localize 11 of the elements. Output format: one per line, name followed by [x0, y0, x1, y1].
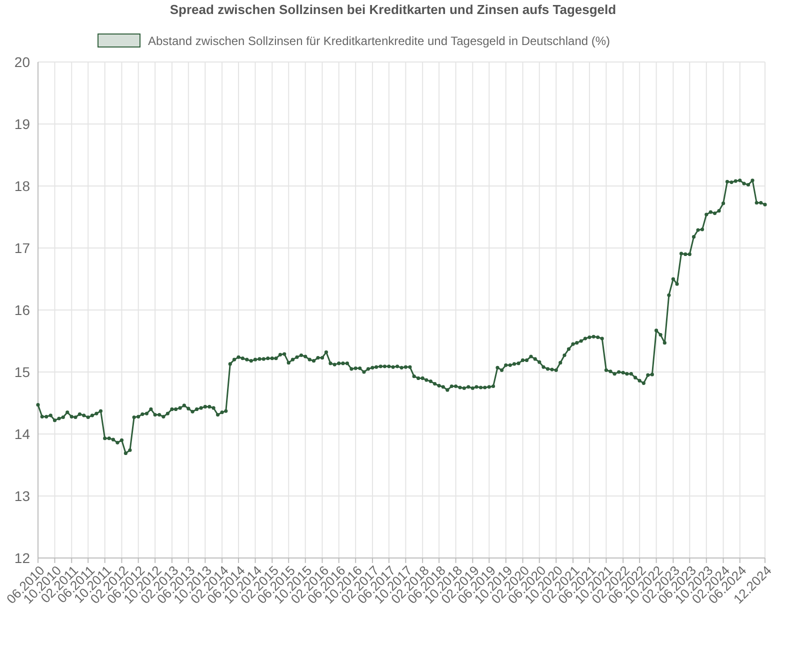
- y-tick-label: 16: [14, 302, 30, 318]
- y-tick-label: 14: [14, 426, 30, 442]
- chart-title: Spread zwischen Sollzinsen bei Kreditkarten und Zinsen aufs Tagesgeld: [170, 2, 616, 17]
- y-tick-label: 15: [14, 364, 30, 380]
- legend-label: Abstand zwischen Sollzinsen für Kreditkartenkredite und Tagesgeld in Deutschland (%): [148, 34, 610, 48]
- y-tick-label: 19: [14, 116, 30, 132]
- y-tick-label: 17: [14, 240, 30, 256]
- y-tick-label: 12: [14, 550, 30, 566]
- y-tick-label: 18: [14, 178, 30, 194]
- y-tick-label: 20: [14, 54, 30, 70]
- y-tick-label: 13: [14, 488, 30, 504]
